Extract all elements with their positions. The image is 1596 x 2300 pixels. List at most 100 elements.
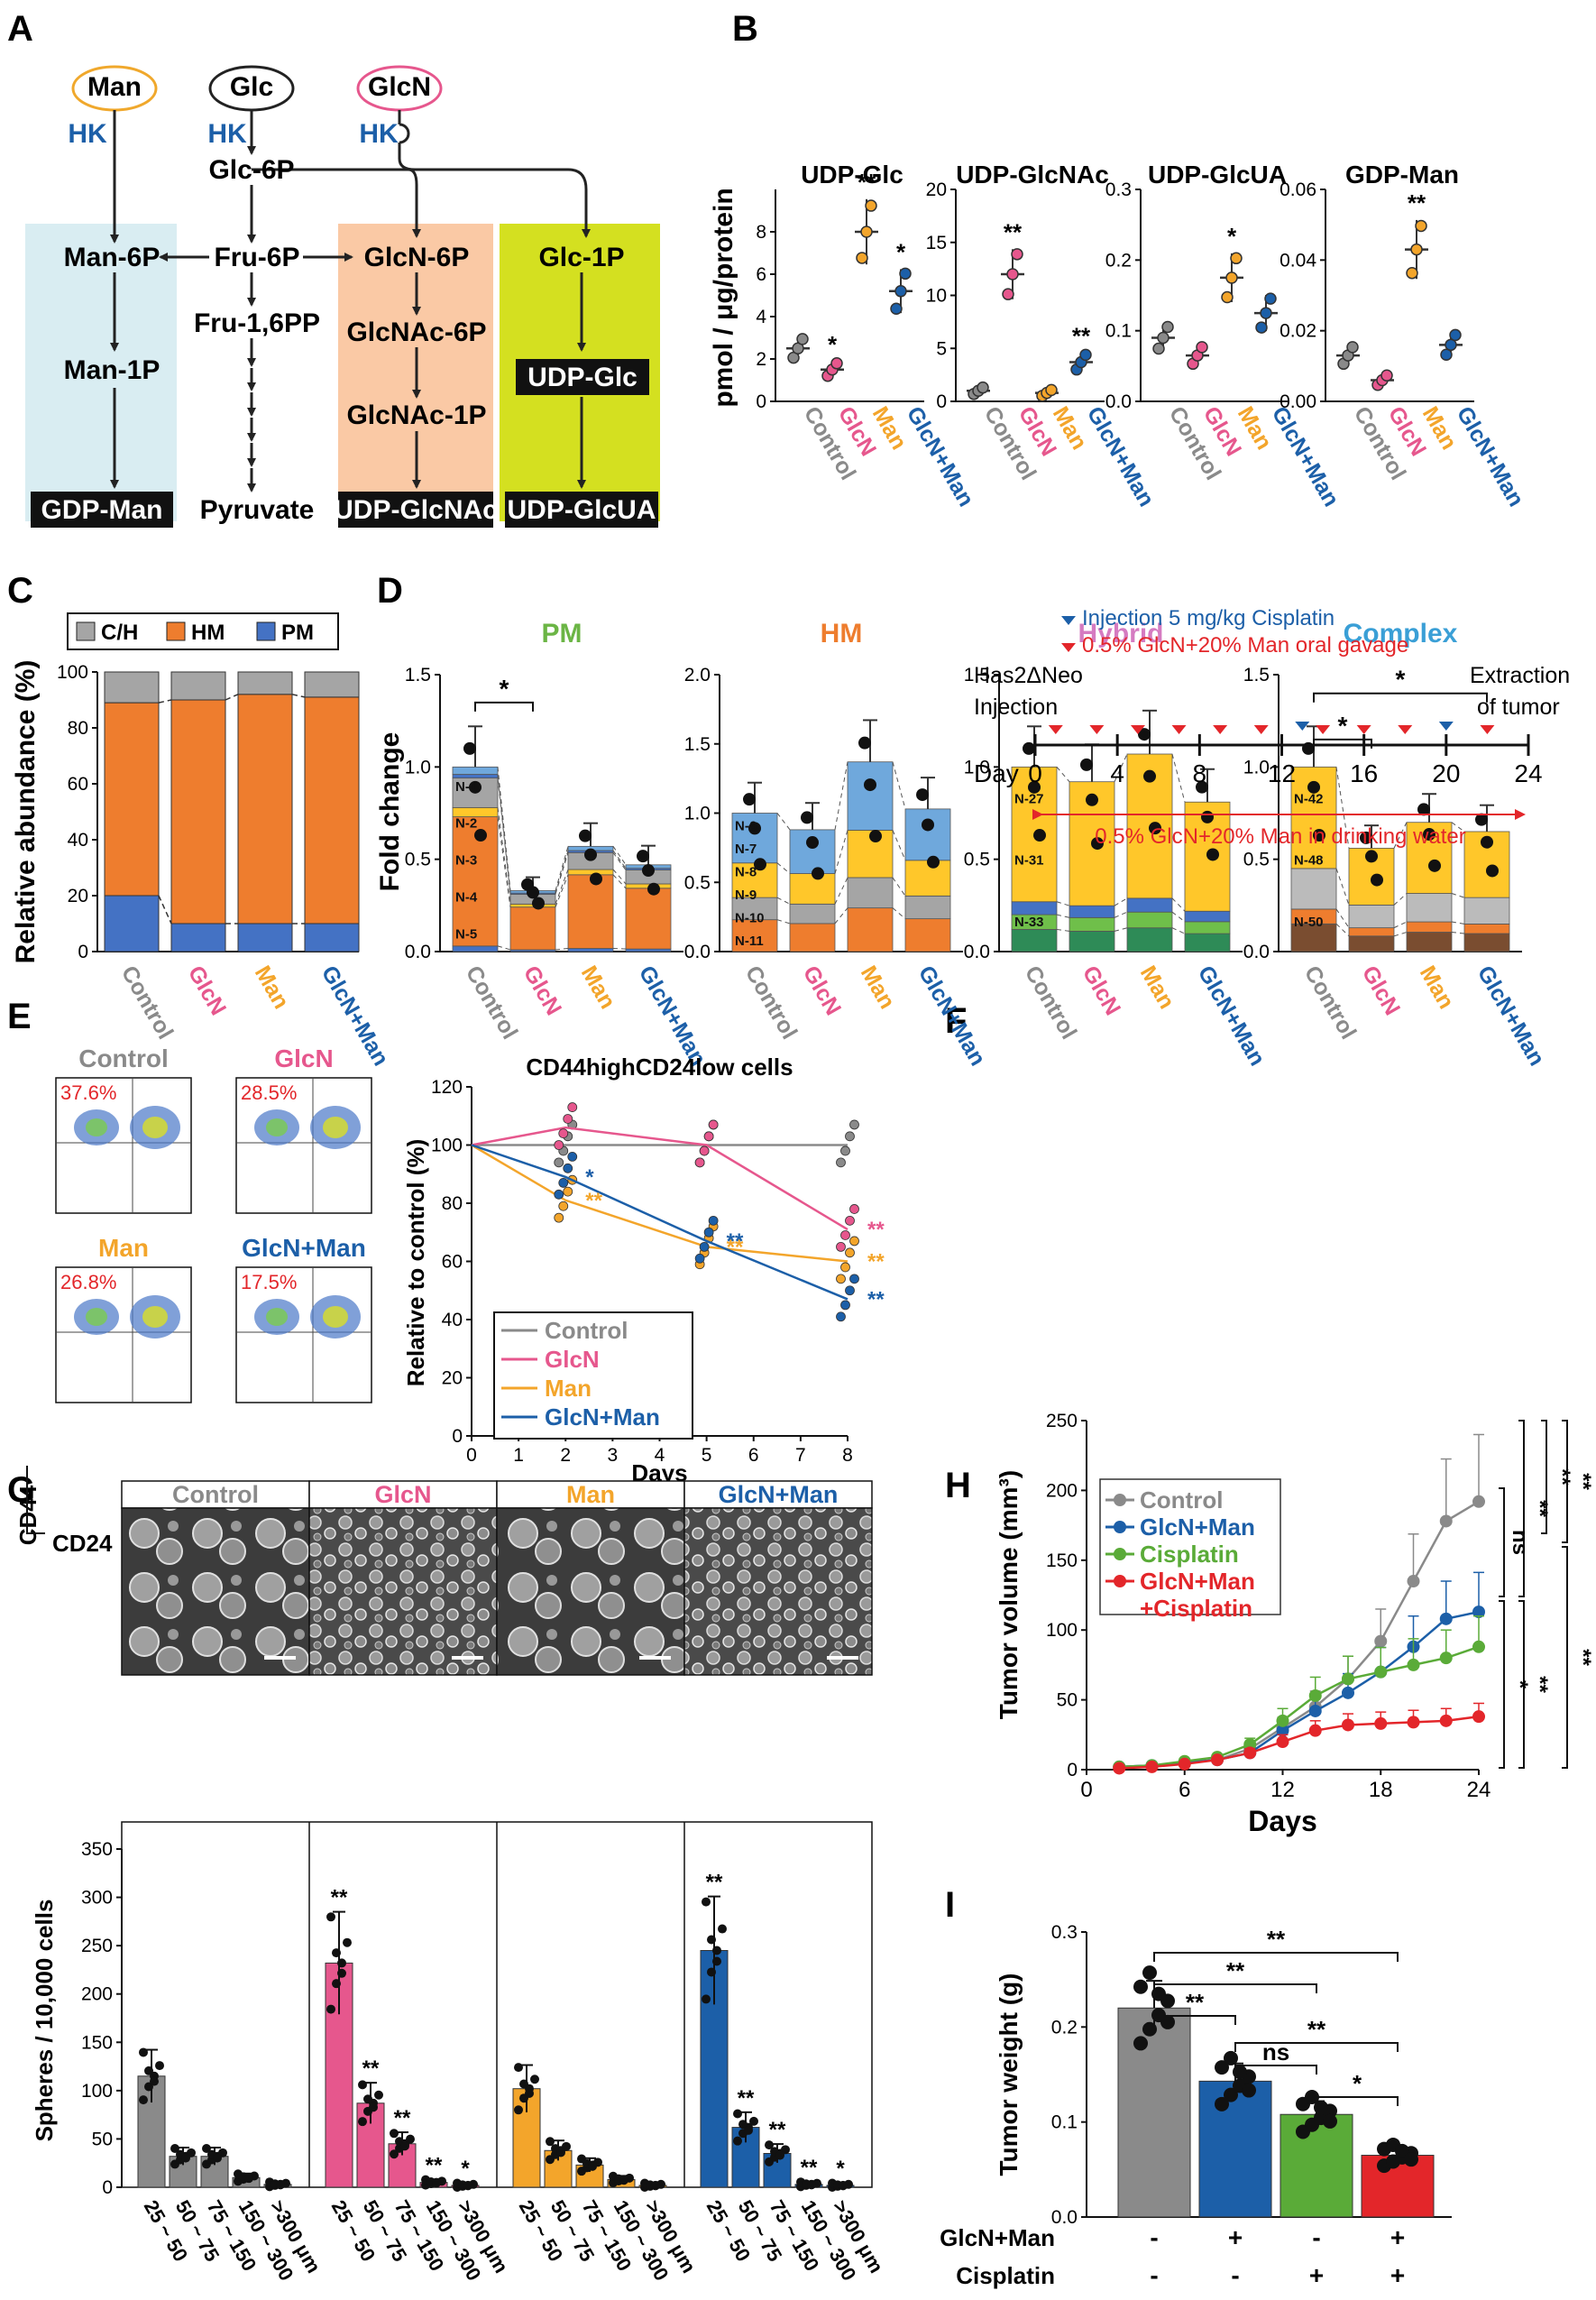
timeline-ticks: 0 4 8 12 16 20 24: [1028, 722, 1543, 787]
extraction-label-2: of tumor: [1477, 695, 1560, 720]
panel-f-y-tick-label: 250: [81, 1936, 113, 1956]
panel-f-point: [707, 1967, 716, 1977]
panel-h-point: [1342, 1718, 1354, 1732]
panel-h-x-tick-label: 12: [1270, 1778, 1295, 1802]
panel-i-point: [1404, 2152, 1418, 2167]
panel-b-point: [830, 357, 843, 370]
injection-marker: [1295, 722, 1310, 731]
panel-d-connector: [834, 907, 848, 925]
node-udp-glcnac: UDP-GlcNAc: [334, 495, 498, 525]
panel-e-point: [554, 1140, 564, 1150]
panel-e-series-line: [471, 1144, 848, 1263]
panel-i-sig: **: [1226, 1957, 1245, 1984]
panel-d-connector: [555, 852, 569, 895]
panel-d-y-tick-label: 0.5: [405, 850, 431, 870]
panel-f-point: [765, 2140, 774, 2150]
panel-b-point: [856, 252, 868, 264]
panel-f-point: [619, 2176, 628, 2185]
panel-d-point: [469, 780, 482, 794]
panel-h-point: [1243, 1746, 1257, 1760]
panel-d-category-label: GlcN+Man: [1472, 961, 1550, 1070]
panel-f-y-tick-label: 200: [81, 1984, 113, 2005]
panel-b-point: [1079, 348, 1092, 362]
panel-d-point: [1481, 835, 1493, 849]
panel-e-legend-label: GlcN+Man: [545, 1403, 660, 1431]
panel-b-y-tick-label: 0.1: [1105, 321, 1132, 342]
panel-d-connector: [1114, 753, 1128, 782]
panel-e-y-tick-label: 80: [442, 1193, 463, 1214]
panel-b-nucleotide-sugars: pmol / μg/proteinUDP-Glc02468Control*Glc…: [709, 161, 1529, 511]
panel-h-y-tick-label: 250: [1046, 1411, 1078, 1431]
panel-b-point: [899, 267, 912, 281]
panel-f-point: [519, 2079, 528, 2089]
panel-e-point: [708, 1215, 719, 1226]
panel-f-sig: **: [706, 1871, 723, 1895]
panel-h-point: [1113, 1762, 1126, 1775]
panel-e-point: [554, 1189, 564, 1200]
panel-f-point: [170, 2143, 179, 2153]
panel-h-point: [1308, 1688, 1322, 1702]
panel-h-legend-label: Control: [1140, 1486, 1223, 1513]
panel-d-point: [637, 850, 649, 863]
panel-e-y-tick-label: 120: [431, 1077, 463, 1098]
gavage-legend-text: 0.5% GlcN+20% Man oral gavage: [1082, 633, 1408, 658]
panel-f-point: [718, 1924, 727, 1934]
panel-d-n-label: N-11: [735, 934, 764, 949]
panel-e-percent: 37.6%: [60, 1081, 116, 1104]
panel-d-bar-segment: [1348, 935, 1395, 952]
panel-i-point: [1215, 2096, 1229, 2111]
panel-b-point: [1415, 219, 1427, 233]
panel-labels: A B C D E F G H I: [7, 9, 971, 1925]
panel-e-chart-title: CD44highCD24low cells: [526, 1053, 793, 1081]
panel-f-sig: **: [331, 1886, 348, 1910]
panel-d-connector: [612, 850, 627, 869]
panel-b-y-tick-label: 8: [756, 222, 766, 243]
panel-c-category-label: Control: [116, 961, 179, 1044]
panel-c-y-tick-label: 20: [68, 886, 88, 906]
panel-d-point: [1033, 829, 1046, 842]
panel-e-axis-corner: [26, 1466, 45, 1534]
panel-f-point: [213, 2153, 222, 2163]
panel-f-sig: **: [362, 2056, 380, 2081]
panel-d-connector: [1114, 911, 1128, 918]
panel-h-point: [1439, 1514, 1453, 1528]
panel-f-point: [390, 2129, 399, 2139]
panel-d-y-tick-label: 0.0: [964, 942, 990, 962]
extraction-label: Extraction: [1470, 663, 1570, 688]
panel-d-y-tick-label: 1.5: [684, 734, 711, 755]
panel-d-y-tick-label: 0.0: [684, 942, 711, 962]
panel-f-y-tick-label: 300: [81, 1888, 113, 1909]
panel-d-bar-segment: [1184, 910, 1231, 923]
gavage-marker: [1089, 725, 1105, 734]
panel-f-point: [337, 1958, 346, 1968]
panel-e-point: [836, 1241, 846, 1252]
panel-e-x-tick-label: 5: [702, 1445, 712, 1466]
panel-h-point: [1342, 1686, 1354, 1699]
panel-f-y-tick-label: 100: [81, 2081, 113, 2102]
hk-label-glc: HK: [207, 119, 247, 149]
panel-d-bar-segment: [847, 761, 894, 831]
panel-b-point: [1230, 252, 1243, 265]
panel-label-h: H: [945, 1466, 971, 1505]
panel-b-point: [1260, 307, 1272, 319]
panel-i-sig: **: [1186, 1989, 1205, 2016]
panel-d-connector: [497, 945, 511, 951]
panel-f-point: [749, 2116, 758, 2126]
panel-d-y-tick-label: 0.5: [964, 850, 990, 870]
panel-e-point: [840, 1230, 850, 1240]
panel-f-point: [374, 2090, 383, 2100]
panel-d-category-label: GlcN: [518, 961, 566, 1020]
panel-h-legend-label: GlcN+Man: [1140, 1513, 1255, 1541]
panel-d-n-label: N-42: [1294, 791, 1324, 806]
panel-h-point: [1211, 1753, 1224, 1767]
panel-d-connector: [555, 948, 569, 951]
panel-e-x-tick-label: 4: [655, 1445, 665, 1466]
panel-d-n-label: N-50: [1294, 915, 1324, 930]
panel-f-point: [358, 2080, 367, 2090]
panel-d-connector: [776, 897, 791, 905]
panel-d-n-label: N-3: [455, 853, 477, 869]
panel-d-n-label: N-31: [1014, 853, 1044, 869]
panel-f-point: [326, 2004, 335, 2014]
panel-b-sig: *: [828, 331, 838, 358]
panel-d-connector: [612, 948, 627, 950]
